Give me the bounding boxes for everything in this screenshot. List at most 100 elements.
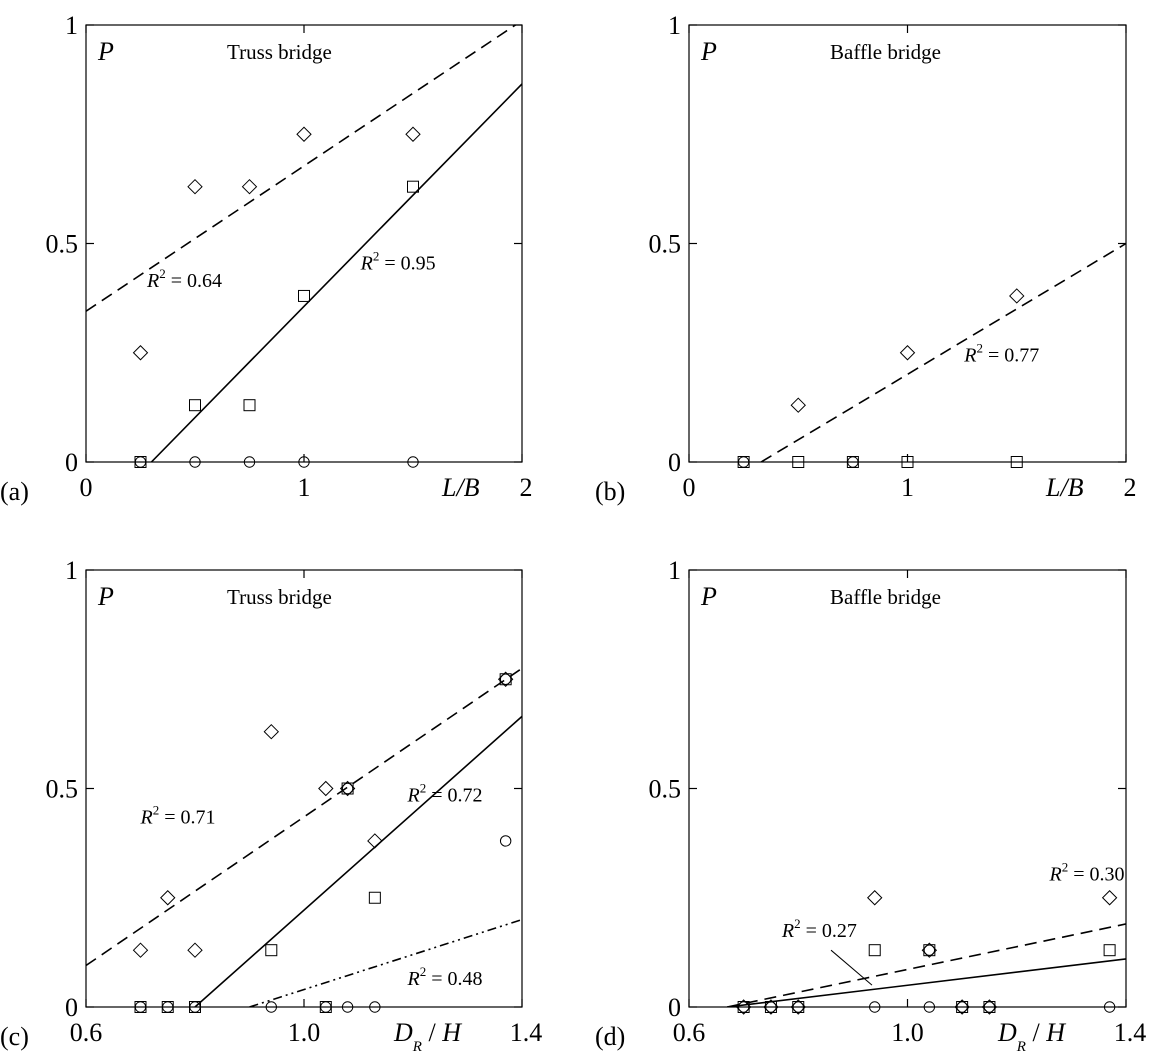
circle-marker — [956, 1001, 968, 1013]
panel-label: (c) — [0, 1022, 29, 1051]
diamond-marker — [296, 126, 312, 142]
x-tick-label: 0.6 — [70, 1018, 103, 1047]
square-marker — [792, 456, 805, 468]
square-marker — [901, 456, 914, 468]
diamond-marker — [187, 178, 203, 195]
diamond-marker — [187, 942, 203, 958]
r2-annotation: R2 = 0.48 — [407, 964, 483, 990]
circle-marker — [369, 1001, 381, 1013]
fit-line-dashed — [86, 667, 522, 967]
r2-annotation: R2 = 0.64 — [146, 266, 222, 292]
panel-title: Baffle bridge — [830, 585, 941, 609]
y-axis-label: P — [97, 37, 114, 66]
x-tick-label: 0 — [80, 473, 93, 502]
x-tick-label: 2 — [1124, 473, 1137, 502]
x-axis-label: DR / H — [997, 1018, 1066, 1055]
y-tick-label: 0 — [668, 448, 681, 477]
circle-marker — [134, 1001, 147, 1013]
fit-line-dashed — [760, 242, 1126, 462]
square-marker — [265, 944, 278, 957]
annotation-leader — [830, 949, 873, 986]
fit-line-solid — [194, 715, 522, 1007]
r2-annotation: R2 = 0.27 — [781, 916, 857, 942]
diamond-marker — [132, 942, 149, 958]
diamond-marker — [367, 833, 383, 849]
fit-line-dashed — [727, 923, 1126, 1007]
x-tick-label: 1.0 — [891, 1018, 924, 1047]
circle-marker — [1103, 1001, 1116, 1013]
chart-panel-d: 0 0.5 1 0.6 1.0 1.4 (d) P Baffle bridge DR / H R2 … — [595, 556, 1146, 1055]
circle-marker — [298, 456, 310, 468]
circle-marker — [737, 1001, 750, 1013]
y-tick-label: 1 — [668, 11, 681, 40]
circle-marker — [189, 1001, 201, 1013]
y-tick-label: 0 — [65, 448, 78, 477]
y-tick-label: 0 — [668, 993, 681, 1022]
r2-annotation: R2 = 0.77 — [963, 340, 1039, 366]
diamond-marker — [241, 178, 258, 195]
circle-marker — [162, 1001, 174, 1013]
fit-line-solid — [727, 958, 1126, 1007]
circle-marker — [499, 835, 512, 847]
panel-label: (a) — [0, 477, 29, 506]
square-marker — [189, 399, 201, 412]
x-tick-label: 0.6 — [673, 1018, 706, 1047]
chart-panel-b: 0 0.5 1 0 1 2 (b) P Baffle bridge L/B R2 = 0.77 — [595, 11, 1137, 506]
square-marker — [1103, 944, 1116, 957]
x-tick-label: 2 — [520, 473, 533, 502]
circle-marker — [923, 944, 936, 956]
circle-marker — [737, 456, 750, 468]
x-tick-label: 1.4 — [1114, 1018, 1147, 1047]
y-tick-label: 1 — [65, 11, 78, 40]
diamond-marker — [263, 723, 280, 740]
fit-line-dashdot — [249, 918, 522, 1007]
circle-marker — [134, 456, 147, 468]
circle-marker — [792, 1001, 804, 1013]
x-tick-label: 0 — [683, 473, 696, 502]
y-axis-label: P — [97, 582, 114, 611]
y-tick-label: 1 — [668, 556, 681, 585]
square-marker — [298, 289, 310, 302]
plot-frame — [688, 569, 1127, 1008]
diamond-marker — [1009, 288, 1025, 304]
x-tick-label: 1.4 — [510, 1018, 543, 1047]
circle-marker — [243, 456, 256, 468]
x-axis-label: L/B — [1045, 473, 1084, 502]
diamond-marker — [160, 890, 176, 906]
square-marker — [368, 891, 381, 904]
y-tick-label: 0.5 — [649, 230, 682, 259]
y-tick-label: 0 — [65, 993, 78, 1022]
circle-marker — [869, 1001, 881, 1013]
y-tick-label: 0.5 — [46, 775, 79, 804]
r2-annotation: R2 = 0.71 — [140, 802, 216, 828]
r2-annotation: R2 = 0.72 — [407, 781, 483, 807]
x-tick-label: 1 — [901, 473, 914, 502]
circle-marker — [189, 456, 201, 468]
square-marker — [243, 399, 256, 412]
panel-title: Baffle bridge — [830, 40, 941, 64]
panel-label: (d) — [595, 1022, 625, 1051]
panel-title: Truss bridge — [227, 585, 332, 609]
y-tick-label: 1 — [65, 556, 78, 585]
circle-marker — [983, 1001, 996, 1013]
x-axis-label: L/B — [441, 473, 480, 502]
x-axis-label: DR / H — [393, 1018, 462, 1055]
diamond-marker — [132, 345, 149, 361]
diamond-marker — [899, 345, 916, 361]
diamond-marker — [1101, 890, 1118, 906]
diamond-marker — [405, 126, 421, 142]
circle-marker — [265, 1001, 277, 1013]
panel-label: (b) — [595, 477, 625, 506]
diamond-marker — [867, 890, 883, 906]
chart-panel-a: 0 0.5 1 0 1 2 (a) P Truss bridge L/B R2 = 0.64 R2 =… — [0, 11, 533, 506]
x-tick-label: 1.0 — [288, 1018, 321, 1047]
plot-frame — [688, 24, 1127, 463]
circle-marker — [341, 1001, 354, 1013]
square-marker — [407, 180, 419, 193]
x-tick-label: 1 — [298, 473, 311, 502]
diamond-marker — [318, 780, 334, 797]
y-axis-label: P — [700, 37, 717, 66]
circle-marker — [923, 1001, 936, 1013]
square-marker — [1010, 456, 1023, 468]
